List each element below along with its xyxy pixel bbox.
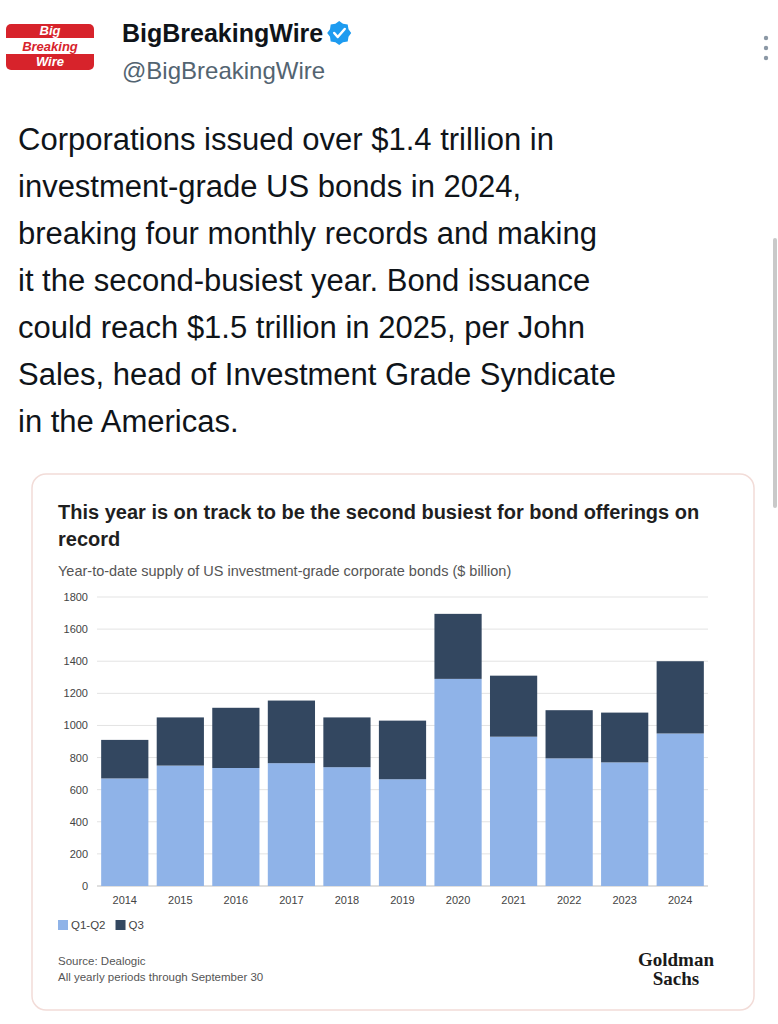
post-text: investment-grade US bonds in 2024, bbox=[18, 169, 521, 204]
bar bbox=[657, 733, 704, 886]
bar bbox=[601, 762, 648, 886]
bar bbox=[323, 717, 370, 767]
post-text: Sales, head of Investment Grade Syndicat… bbox=[18, 357, 616, 392]
legend-swatch bbox=[58, 920, 68, 930]
grid-line bbox=[97, 693, 708, 694]
bars bbox=[101, 614, 704, 886]
y-tick-label: 600 bbox=[70, 784, 88, 796]
x-tick-label: 2021 bbox=[501, 894, 525, 906]
brand: Sachs bbox=[653, 968, 699, 989]
bar bbox=[212, 768, 259, 886]
bar bbox=[379, 779, 426, 886]
x-tick-label: 2014 bbox=[113, 894, 137, 906]
menu-dot bbox=[764, 56, 768, 60]
x-tick-label: 2016 bbox=[224, 894, 248, 906]
y-tick-label: 1200 bbox=[64, 687, 88, 699]
note: All yearly periods through September 30 bbox=[58, 971, 263, 983]
post-text: breaking four monthly records and making bbox=[18, 216, 597, 251]
bar bbox=[157, 717, 204, 765]
legend-swatch bbox=[116, 920, 126, 930]
bar bbox=[434, 679, 481, 886]
badge-check bbox=[334, 29, 345, 37]
post-text: could reach $1.5 trillion in 2025, per J… bbox=[18, 310, 585, 345]
logo-text: Wire bbox=[36, 54, 64, 69]
grid-line bbox=[97, 597, 708, 598]
y-tick-label: 400 bbox=[70, 816, 88, 828]
y-tick-label: 1600 bbox=[64, 623, 88, 635]
y-tick-label: 0 bbox=[82, 880, 88, 892]
logo-text: Big bbox=[40, 23, 61, 38]
account-handle: @BigBreakingWire bbox=[122, 57, 325, 84]
x-tick-label: 2020 bbox=[446, 894, 470, 906]
bar bbox=[546, 758, 593, 886]
bar bbox=[490, 737, 537, 886]
chart-title: This year is on track to be the second b… bbox=[58, 501, 699, 550]
chart-subtitle: Year-to-date supply of US investment-gra… bbox=[58, 563, 511, 579]
x-tick-label: 2022 bbox=[557, 894, 581, 906]
grid-line bbox=[97, 661, 708, 662]
post-text: Corporations issued over $1.4 trillion i… bbox=[18, 122, 554, 157]
legend-label: Q3 bbox=[129, 919, 144, 931]
chart-title-line: record bbox=[58, 528, 120, 550]
chart-title-line: This year is on track to be the second b… bbox=[58, 501, 699, 523]
x-tick-label: 2019 bbox=[390, 894, 414, 906]
bar bbox=[657, 661, 704, 733]
brand: Goldman bbox=[638, 949, 714, 970]
y-tick-label: 1000 bbox=[64, 719, 88, 731]
source: Source: Dealogic bbox=[58, 955, 146, 967]
bar bbox=[268, 701, 315, 764]
bar bbox=[101, 740, 148, 779]
bar bbox=[546, 710, 593, 758]
bar bbox=[379, 721, 426, 780]
x-tick-label: 2018 bbox=[335, 894, 359, 906]
y-tick-label: 200 bbox=[70, 848, 88, 860]
verified-badge bbox=[327, 21, 351, 45]
y-tick-label: 1800 bbox=[64, 591, 88, 603]
account-name: BigBreakingWire bbox=[122, 19, 323, 47]
grid-line bbox=[97, 629, 708, 630]
y-tick-label: 1400 bbox=[64, 655, 88, 667]
bar bbox=[101, 778, 148, 886]
menu-dot bbox=[764, 36, 768, 40]
scrollbar bbox=[773, 238, 777, 508]
bar bbox=[157, 766, 204, 886]
background bbox=[0, 0, 778, 1024]
post-text: in the Americas. bbox=[18, 404, 239, 439]
page: BigBreakingWireBigBreakingWire@BigBreaki… bbox=[0, 0, 778, 1024]
logo-stripe bbox=[6, 38, 94, 54]
x-tick-label: 2017 bbox=[279, 894, 303, 906]
bar bbox=[490, 676, 537, 737]
logo-text: Breaking bbox=[22, 39, 78, 54]
menu-dot bbox=[764, 46, 768, 50]
bar bbox=[212, 708, 259, 768]
logo: BigBreakingWire bbox=[6, 23, 94, 70]
bar bbox=[268, 763, 315, 886]
x-tick-label: 2015 bbox=[168, 894, 192, 906]
bar bbox=[601, 713, 648, 763]
badge-shape bbox=[327, 21, 351, 45]
bar bbox=[323, 767, 370, 886]
x-tick-label: 2024 bbox=[668, 894, 692, 906]
bar bbox=[434, 614, 481, 679]
chart-card bbox=[32, 474, 754, 1010]
legend-label: Q1-Q2 bbox=[71, 919, 106, 931]
y-tick-label: 800 bbox=[70, 752, 88, 764]
x-tick-label: 2023 bbox=[612, 894, 636, 906]
post-text: it the second-busiest year. Bond issuanc… bbox=[18, 263, 590, 298]
logo-box bbox=[6, 24, 94, 70]
